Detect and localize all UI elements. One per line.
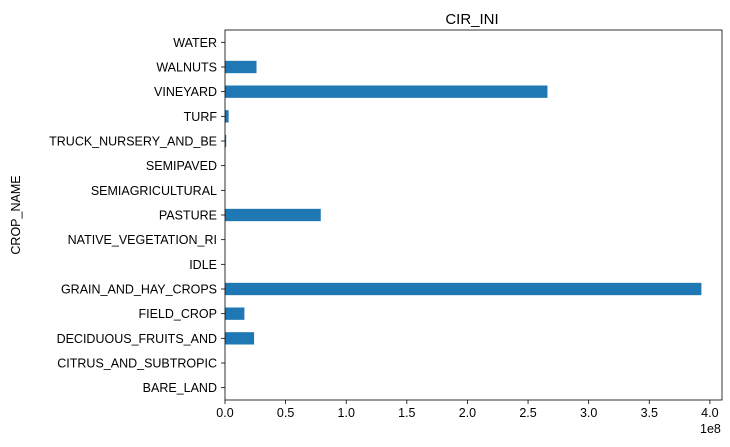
y-tick-label: IDLE [189, 258, 217, 272]
chart-title: CIR_INI [445, 11, 498, 28]
x-tick-label: 1.0 [338, 406, 355, 420]
bar-truck-nursery-and-be [225, 134, 227, 148]
y-tick-label: GRAIN_AND_HAY_CROPS [61, 283, 217, 297]
y-tick-label: SEMIPAVED [146, 159, 217, 173]
plot-frame [224, 29, 723, 401]
y-tick-label: CITRUS_AND_SUBTROPIC [57, 357, 217, 371]
bar-field-crop [225, 307, 245, 320]
x-tick-label: 2.0 [459, 406, 476, 420]
y-tick-label: NATIVE_VEGETATION_RI [68, 233, 217, 247]
y-tick-label: DECIDUOUS_FRUITS_AND [57, 332, 217, 346]
y-tick-label: TURF [184, 110, 218, 124]
x-tick-label: 3.0 [580, 406, 597, 420]
y-tick-label: WATER [173, 36, 217, 50]
bar-turf [225, 110, 229, 123]
x-tick-label: 0.5 [277, 406, 294, 420]
y-axis-label: CROP_NAME [9, 175, 23, 254]
plot-area: BARE_LAND CITRUS_AND_SUBTROPIC DECIDUOUS_F… [49, 36, 718, 420]
bar-walnuts [225, 60, 257, 74]
x-tick-label: 2.5 [519, 406, 536, 420]
y-tick-label: PASTURE [159, 209, 217, 223]
x-tick-label: 3.5 [641, 406, 658, 420]
bar-grain-and-hay-crops [225, 282, 702, 296]
y-tick-label: WALNUTS [156, 61, 217, 75]
x-tick-label: 1.5 [398, 406, 415, 420]
x-axis-scale-label: 1e8 [700, 422, 721, 436]
y-tick-label: TRUCK_NURSERY_AND_BE [49, 135, 217, 149]
y-tick-label: VINEYARD [154, 85, 217, 99]
bar-deciduous-fruits-and [225, 332, 255, 345]
x-tick-label: 4.0 [701, 406, 718, 420]
x-tick-label: 0.0 [216, 406, 233, 420]
y-tick-label: FIELD_CROP [139, 307, 218, 321]
bar-vineyard [225, 85, 548, 98]
y-tick-label: BARE_LAND [143, 381, 217, 395]
y-tick-label: SEMIAGRICULTURAL [91, 184, 217, 198]
bar-pasture [225, 208, 321, 222]
